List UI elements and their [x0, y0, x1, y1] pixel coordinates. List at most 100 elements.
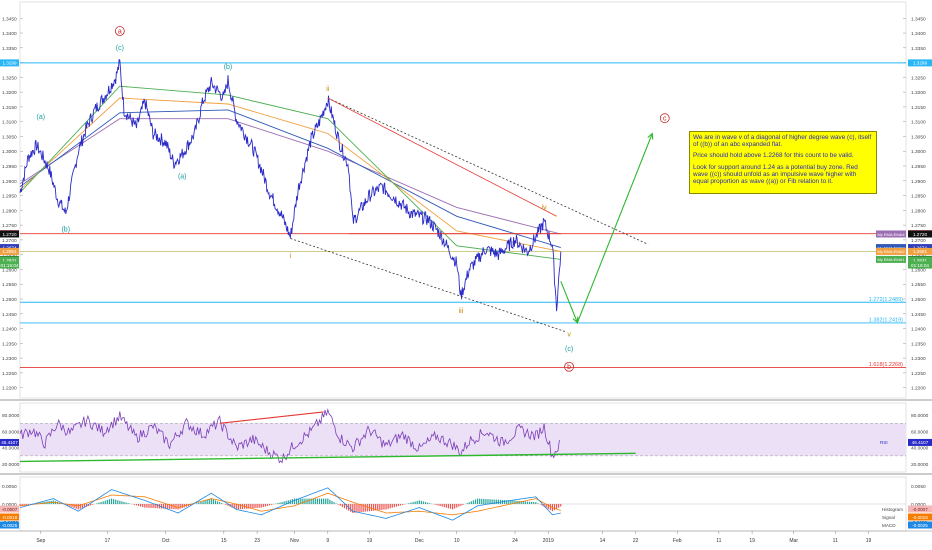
time-tick-label: 9 — [326, 538, 329, 544]
macd-histogram-bar — [528, 501, 531, 504]
macd-histogram-bar — [196, 503, 198, 504]
macd-histogram-bar — [100, 501, 102, 504]
price-tick-label-right: 1.2750 — [911, 223, 926, 229]
macd-histogram-bar — [508, 500, 510, 504]
macd-histogram-bar — [279, 502, 281, 504]
macd-histogram-bar — [483, 498, 485, 504]
macd-histogram-bar — [526, 501, 529, 504]
price-tick-label-right: 1.3050 — [911, 134, 926, 140]
macd-histogram-bar — [400, 504, 402, 506]
rsi-divergence-line — [219, 411, 324, 424]
macd-histogram-bar — [21, 504, 23, 506]
macd-histogram-bar — [393, 504, 395, 508]
time-tick-label: Dec — [415, 538, 424, 544]
price-tick-label-left: 1.2400 — [2, 327, 17, 333]
macd-badge-right — [908, 505, 932, 513]
price-badge-right — [908, 261, 932, 269]
trend-line — [327, 97, 649, 245]
macd-histogram-bar — [331, 501, 333, 504]
macd-histogram-bar — [383, 504, 385, 510]
macd-histogram-bar — [549, 504, 551, 511]
time-tick-label: Sep — [36, 538, 45, 544]
price-badge-right — [908, 230, 932, 238]
level-label: 1.618(1.2268) — [869, 362, 903, 368]
macd-histogram-bar — [73, 504, 75, 508]
time-tick-label: 19 — [749, 538, 755, 544]
macd-histogram-bar — [354, 504, 356, 513]
macd-histogram-bar — [416, 500, 418, 504]
ema-tag-label: My EMA:EMA3 — [877, 245, 905, 250]
macd-histogram-bar — [164, 504, 167, 509]
macd-histogram-bar — [377, 504, 379, 511]
macd-histogram-bar — [456, 504, 458, 508]
wave-label: (c) — [116, 45, 124, 52]
wave-label: (a) — [37, 114, 46, 121]
macd-histogram-bar — [271, 504, 273, 505]
macd-histogram-bar — [92, 504, 94, 505]
macd-histogram-bar — [412, 502, 414, 504]
rsi-tick-left: 40.0000 — [2, 446, 20, 452]
macd-histogram-bar — [231, 504, 233, 508]
macd-histogram-bar — [106, 499, 108, 504]
macd-histogram-bar — [98, 502, 100, 504]
macd-histogram-bar — [104, 500, 106, 504]
macd-histogram-bar — [181, 504, 183, 509]
macd-histogram-bar — [36, 503, 38, 504]
wave-circle — [564, 361, 574, 372]
ema-tag-label: My EMA:EMA1 — [877, 257, 905, 262]
macd-histogram-bar — [481, 498, 483, 504]
macd-histogram-bar — [506, 500, 508, 504]
time-tick-label: 17 — [105, 538, 111, 544]
macd-histogram-bar — [424, 502, 427, 504]
macd-histogram-bar — [485, 499, 487, 504]
macd-histogram-bar — [487, 499, 489, 504]
macd-histogram-bar — [520, 501, 522, 504]
price-tick-label-left: 1.2300 — [2, 356, 17, 362]
macd-histogram-bar — [142, 504, 144, 508]
macd-histogram-bar — [112, 499, 115, 504]
macd-histogram-bar — [512, 500, 514, 504]
price-tick-label-right: 1.2400 — [911, 327, 926, 333]
rsi-tick-left: 60.0000 — [2, 429, 20, 435]
macd-histogram-bar — [385, 504, 387, 510]
macd-histogram-bar — [254, 504, 256, 509]
macd-histogram-bar — [327, 498, 329, 504]
price-tick-label-left: 1.3450 — [2, 16, 17, 22]
price-line — [19, 58, 562, 312]
wave-label: (b) — [224, 64, 233, 71]
macd-histogram-bar — [169, 504, 171, 509]
note-paragraph-2: Price should hold above 1.2268 for this … — [693, 152, 854, 160]
macd-badge-left-text: -0.0018 — [2, 515, 18, 520]
macd-histogram-bar — [470, 501, 472, 504]
macd-histogram-bar — [119, 500, 121, 504]
macd-histogram-bar — [503, 500, 506, 504]
macd-histogram-bar — [449, 504, 452, 509]
macd-histogram-bar — [135, 504, 138, 506]
price-badge-left-text: 1.2661 — [2, 249, 16, 254]
macd-badge-left — [0, 521, 19, 529]
macd-histogram-bar — [362, 504, 364, 512]
macd-histogram-bar — [233, 504, 235, 509]
price-badge-left-text: 1.2720 — [2, 232, 16, 237]
macd-histogram-bar — [479, 498, 481, 504]
price-tick-label-right: 1.2300 — [911, 356, 926, 362]
macd-histogram-bar — [268, 504, 271, 506]
trend-lines — [290, 97, 654, 332]
macd-histogram-bar — [160, 504, 163, 509]
price-tick-label-right: 1.2450 — [911, 312, 926, 318]
macd-histogram-bar — [314, 498, 316, 504]
macd-histogram-bar — [533, 502, 535, 504]
macd-line — [19, 487, 561, 521]
macd-histogram-bar — [67, 504, 69, 506]
price-badge-left — [0, 247, 19, 255]
macd-histogram-bar — [514, 500, 516, 504]
macd-badge-left — [0, 513, 19, 521]
analysis-note[interactable]: We are in wave v of a diagonal of higher… — [689, 131, 877, 194]
macd-histogram-bar — [379, 504, 381, 511]
macd-histogram-bar — [414, 501, 416, 504]
macd-histogram-bar — [541, 504, 543, 506]
macd-histogram-bar — [25, 504, 27, 505]
rsi-tick-right: 60.0000 — [911, 429, 929, 435]
macd-histogram-bar — [108, 499, 111, 504]
